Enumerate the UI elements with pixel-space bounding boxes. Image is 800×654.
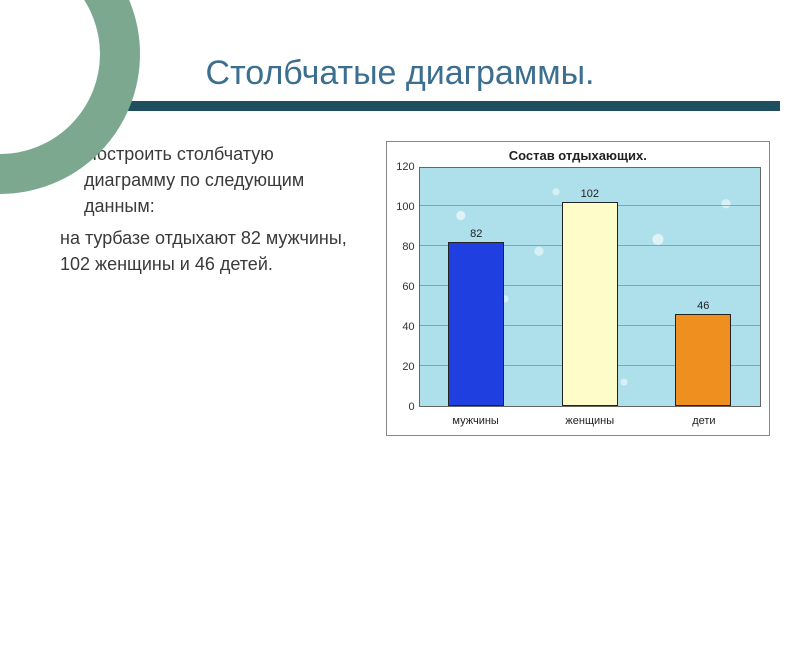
bar-group: 102 xyxy=(542,188,637,406)
bar-value-label: 46 xyxy=(697,300,709,312)
bar xyxy=(675,314,731,406)
plot-outer: 120100806040200 82 102 46 xyxy=(387,167,769,411)
title-underline xyxy=(120,101,780,111)
bars-container: 82 102 46 xyxy=(420,168,760,406)
bar-chart: Состав отдыхающих. 120100806040200 82 102… xyxy=(386,141,770,436)
description-column: Построить столбчатую диаграмму по следую… xyxy=(60,141,386,436)
plot-area: 82 102 46 xyxy=(419,167,761,407)
bar xyxy=(562,202,618,406)
x-tick-label: мужчины xyxy=(428,415,524,427)
bar-value-label: 102 xyxy=(581,188,599,200)
description-line-2: на турбазе отдыхают 82 мужчины, 102 женщ… xyxy=(60,225,366,277)
bullet-text: Построить столбчатую диаграмму по следую… xyxy=(84,141,366,219)
bar-group: 46 xyxy=(656,300,751,406)
bullet-item: Построить столбчатую диаграмму по следую… xyxy=(60,141,366,219)
bar-group: 82 xyxy=(429,228,524,406)
x-tick-label: женщины xyxy=(542,415,638,427)
bar xyxy=(448,242,504,406)
chart-title: Состав отдыхающих. xyxy=(387,142,769,167)
x-axis: мужчины женщины дети xyxy=(419,411,769,435)
bar-value-label: 82 xyxy=(470,228,482,240)
y-axis: 120100806040200 xyxy=(391,167,419,407)
content-row: Построить столбчатую диаграмму по следую… xyxy=(60,141,770,436)
x-tick-label: дети xyxy=(656,415,752,427)
